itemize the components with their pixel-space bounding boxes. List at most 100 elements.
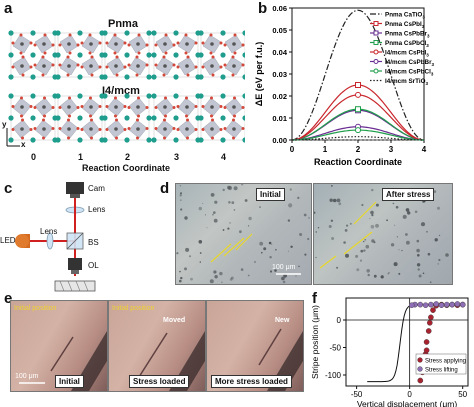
x-tick-label: 3 [389,145,394,154]
surface-speck [434,238,438,242]
a-site-atom [30,30,36,36]
anion-atom [163,118,166,122]
data-point [409,302,415,309]
anion-atom [233,33,237,37]
anion-atom [11,41,15,45]
surface-speck [420,222,426,227]
a-site-atom [198,93,204,99]
stripe-marker [235,233,253,251]
a-site-atom [77,137,83,143]
legend-label: I4/mcm CsPbBr3 [385,59,435,67]
surface-speck [361,203,364,207]
micrograph-e-stress: Initial position Moved Stress loaded [108,300,206,392]
surface-speck [227,227,230,230]
anion-atom [136,118,139,122]
anion-atom [29,105,33,108]
rc-tick-4: 4 [221,152,227,162]
a-site-atom [151,52,157,58]
b-site-atom [20,127,24,131]
surface-speck [198,206,202,211]
surface-speck [213,211,216,214]
anion-atom [172,106,176,109]
anion-atom [90,55,94,59]
anion-atom [105,105,109,108]
data-point [430,307,436,313]
b-site-atom [114,42,118,46]
anion-atom [76,106,80,109]
b-site-atom [185,64,189,68]
surface-speck [418,274,422,278]
a-site-atom [30,93,36,99]
a-site-atom [198,52,204,58]
anion-atom [76,43,80,47]
b-site-atom [185,42,189,46]
rc-tick-3: 3 [174,152,180,162]
a-site-atom [55,137,61,143]
anion-atom [135,55,139,59]
surface-speck [345,253,349,258]
anion-atom [51,127,55,130]
a-site-atom [220,30,226,36]
a-site-atom [151,137,157,143]
anion-atom [68,114,71,118]
anion-atom [43,51,47,55]
x-axis-label: Vertical displacement (μm) [357,399,457,407]
surface-speck [405,233,408,236]
a-site-atom [242,74,245,80]
surface-speck [248,216,252,221]
sample-stage-icon [54,280,96,292]
a-site-atom [198,137,204,143]
surface-speck [438,234,441,237]
optical-setup-diagram [15,182,96,292]
surface-speck [198,240,203,244]
anion-atom [241,43,245,47]
b-site-atom [185,127,189,131]
b-site-atom [42,42,46,46]
surface-speck [331,237,335,240]
objective-lens-icon [68,258,82,270]
tag-e-more: More stress loaded [211,375,292,388]
surface-speck [417,254,420,257]
surface-speck [288,203,293,208]
b-site-atom [185,105,189,109]
a-site-atom [77,93,83,99]
legend-marker [373,59,379,64]
anion-atom [98,105,102,108]
a-site-atom [102,52,108,58]
surface-speck [202,202,204,204]
anion-atom [58,106,62,109]
series-marker [355,82,361,88]
y-tick-label: 0.02 [272,92,287,101]
panel-d-label: d [160,180,170,197]
anion-atom [98,65,102,69]
surface-speck [282,280,286,284]
anion-atom [20,114,23,118]
a-site-atom [242,52,245,58]
surface-speck [390,243,395,247]
anion-atom [66,73,70,77]
surface-speck [375,203,379,207]
anion-atom [127,63,131,67]
anion-atom [20,96,23,100]
anion-atom [194,41,198,45]
anion-atom [123,128,127,131]
anion-atom [115,136,118,140]
sample-hatching [59,280,89,292]
crystal-cell [55,30,105,80]
crystal-cell [102,30,152,80]
anion-atom [172,43,176,47]
series-marker [355,106,361,113]
anion-atom [127,106,131,109]
rc-tick-2: 2 [125,152,131,162]
anion-atom [223,43,227,47]
anion-atom [232,118,235,122]
anion-atom [137,51,141,55]
b-site-atom [136,42,140,46]
b-site-atom [89,105,93,109]
surface-speck [180,199,182,201]
surface-speck [222,229,225,231]
anion-atom [105,41,109,45]
legend-marker [373,68,379,74]
stripe-position-chart: -50 0 50 0 -50 -100 Vertical displacement (μm)… [310,297,469,407]
